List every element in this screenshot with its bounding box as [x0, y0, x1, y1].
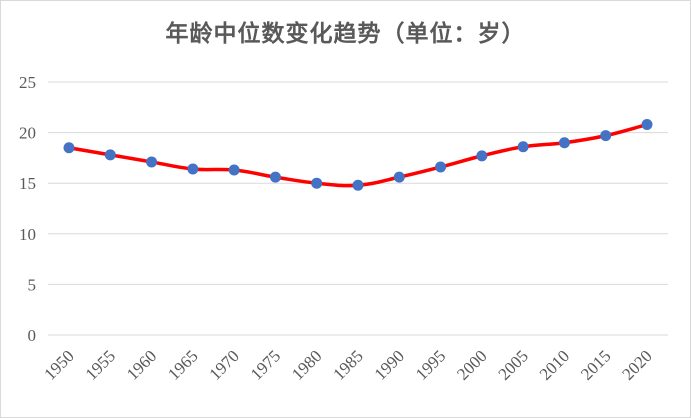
x-tick-label: 2005 — [494, 346, 531, 383]
x-tick-label: 2020 — [618, 346, 655, 383]
data-point — [63, 142, 75, 154]
y-tick-label: 20 — [19, 124, 36, 143]
x-tick-label: 1975 — [247, 346, 284, 383]
x-tick-label: 1990 — [371, 346, 408, 383]
x-tick-label: 1960 — [123, 346, 160, 383]
x-tick-label: 1965 — [164, 346, 201, 383]
x-tick-labels: 1950 1955 1960 1965 1970 1975 1980 1985 1990 1995… — [40, 346, 655, 383]
x-tick-label: 2010 — [536, 346, 573, 383]
data-point — [228, 164, 240, 176]
x-tick-label: 1955 — [82, 346, 119, 383]
y-tick-label: 5 — [28, 275, 37, 294]
data-points — [63, 119, 653, 191]
data-point — [476, 150, 488, 162]
data-point — [352, 179, 364, 191]
y-tick-label: 0 — [28, 326, 37, 345]
y-tick-label: 15 — [19, 174, 36, 193]
x-tick-label: 1950 — [40, 346, 77, 383]
x-tick-label: 1995 — [412, 346, 449, 383]
data-point — [517, 141, 529, 153]
x-tick-label: 1980 — [288, 346, 325, 383]
y-tick-label: 10 — [19, 225, 36, 244]
data-point — [311, 177, 323, 189]
x-tick-label: 1970 — [205, 346, 242, 383]
data-point — [187, 163, 199, 175]
y-tick-labels: 0 5 10 15 20 25 — [19, 73, 36, 345]
x-tick-label: 2000 — [453, 346, 490, 383]
data-point — [269, 171, 281, 183]
gridlines — [48, 81, 668, 336]
x-tick-label: 1985 — [329, 346, 366, 383]
data-point — [558, 137, 570, 149]
data-point — [600, 130, 612, 142]
data-point — [393, 171, 405, 183]
data-point — [146, 156, 158, 168]
chart-title: 年龄中位数变化趋势（单位：岁） — [165, 21, 526, 47]
series-line — [67, 122, 649, 188]
data-point — [435, 161, 447, 173]
x-tick-label: 2015 — [577, 346, 614, 383]
series-line-group — [67, 122, 649, 188]
data-point — [641, 119, 653, 131]
y-tick-label: 25 — [19, 73, 36, 92]
data-point — [104, 149, 116, 161]
